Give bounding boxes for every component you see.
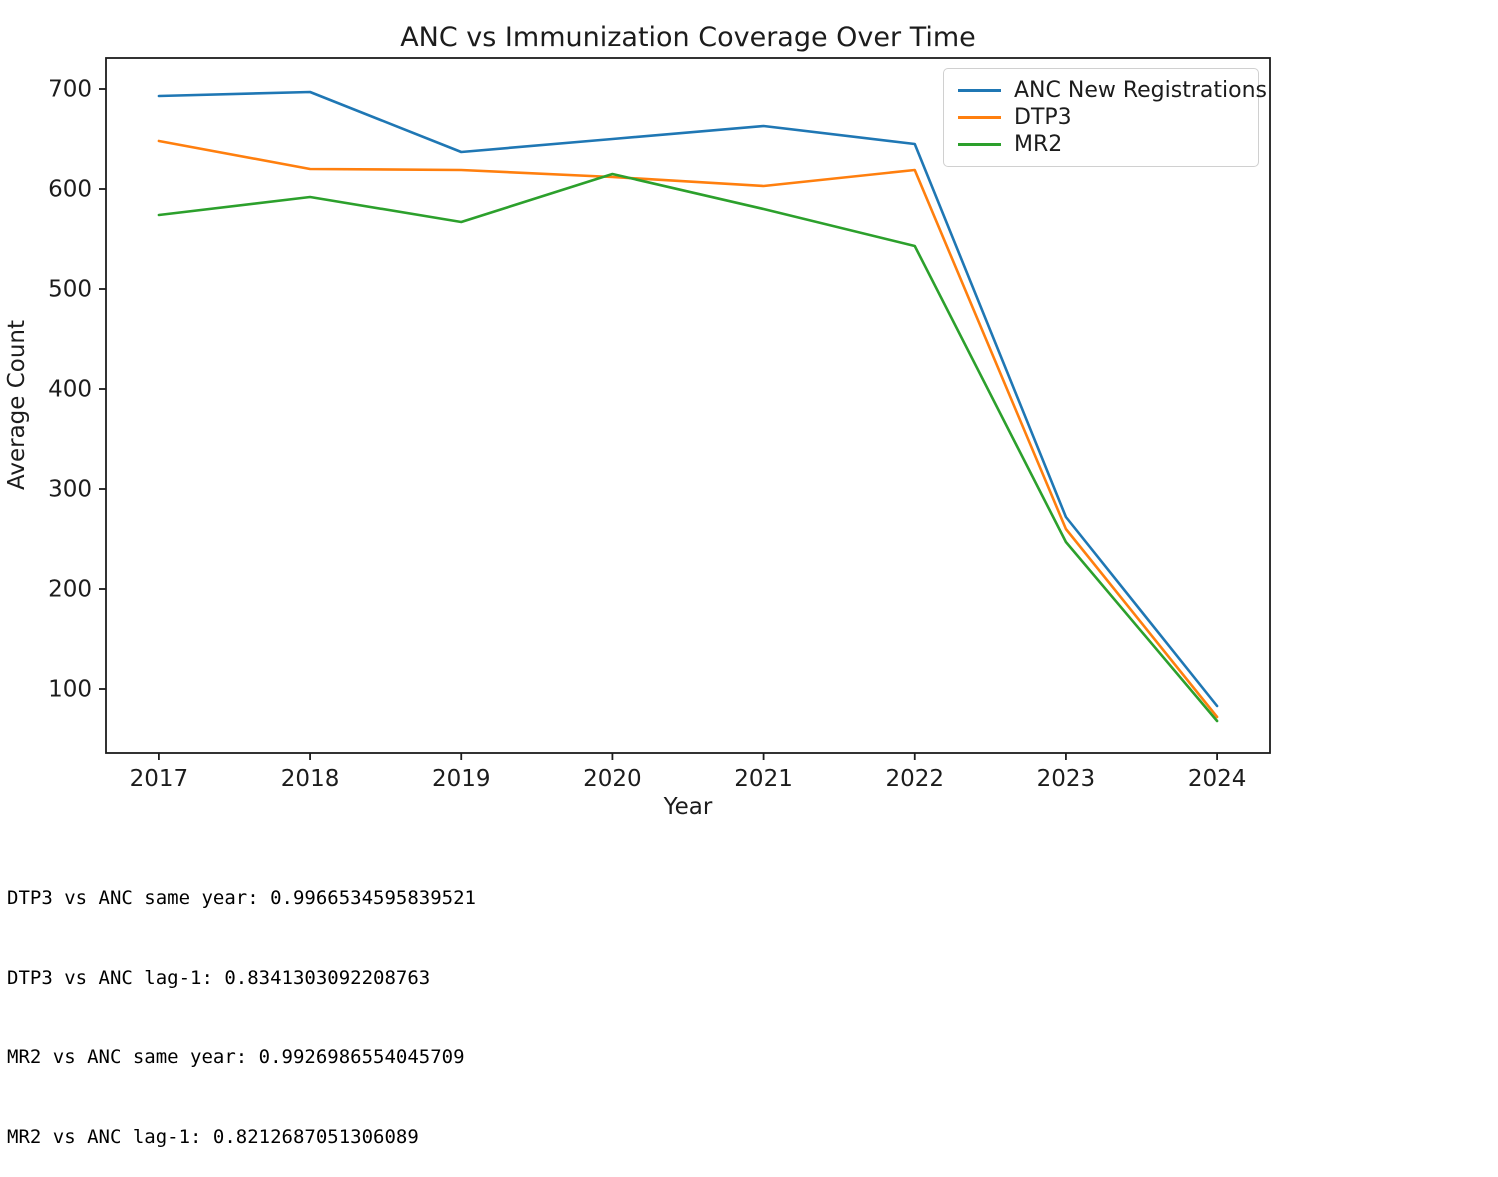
x-tick-label: 2023 — [1037, 766, 1096, 792]
legend-label: DTP3 — [1014, 105, 1072, 130]
correlation-stats: DTP3 vs ANC same year: 0.996653459583952… — [7, 832, 476, 1177]
x-tick-label: 2019 — [432, 766, 491, 792]
legend-line-sample-mr2 — [958, 143, 1001, 146]
y-axis-label: Average Count — [4, 319, 30, 491]
y-tick-label: 300 — [48, 477, 92, 503]
legend-line-sample-dtp3 — [958, 116, 1001, 119]
plot-area: 100 200 300 400 500 600 700 2017 2018 2019 2020 202… — [48, 57, 1271, 792]
y-tick-label: 400 — [48, 377, 92, 403]
legend-label: ANC New Registrations — [1014, 78, 1267, 103]
stat-line: MR2 vs ANC same year: 0.9926986554045709 — [7, 1046, 465, 1068]
legend-item-dtp3: DTP3 — [958, 104, 1246, 131]
legend-label: MR2 — [1014, 132, 1063, 157]
x-axis-label: Year — [663, 794, 713, 820]
line-chart-figure: ANC vs Immunization Coverage Over Time 1… — [4, 22, 1271, 820]
y-tick-label: 100 — [48, 677, 92, 703]
legend-item-mr2: MR2 — [958, 131, 1246, 158]
series-line-mr2 — [157, 172, 1219, 723]
axes-frame — [105, 57, 1271, 754]
stat-line: DTP3 vs ANC lag-1: 0.8341303092208763 — [7, 966, 431, 989]
x-tick-label: 2022 — [885, 766, 944, 792]
x-tick-label: 2021 — [734, 766, 793, 792]
legend: ANC New Registrations DTP3 MR2 — [943, 68, 1267, 167]
y-tick-label: 700 — [48, 77, 92, 103]
series-line-anc-new-registrations — [157, 90, 1219, 708]
y-tick-label: 500 — [48, 277, 92, 303]
x-tick-label: 2020 — [583, 766, 642, 792]
series-line-dtp3 — [157, 139, 1219, 719]
chart-title: ANC vs Immunization Coverage Over Time — [400, 22, 976, 53]
stat-line: DTP3 vs ANC same year: 0.996653459583952… — [7, 887, 476, 909]
y-tick-label: 600 — [48, 177, 92, 203]
x-tick-label: 2017 — [130, 766, 189, 792]
x-tick-label: 2018 — [281, 766, 340, 792]
y-tick-label: 200 — [48, 577, 92, 603]
legend-line-sample-anc — [958, 89, 1001, 92]
stat-line: MR2 vs ANC lag-1: 0.8212687051306089 — [7, 1125, 419, 1148]
x-tick-label: 2024 — [1188, 766, 1247, 792]
legend-item-anc: ANC New Registrations — [958, 77, 1267, 104]
